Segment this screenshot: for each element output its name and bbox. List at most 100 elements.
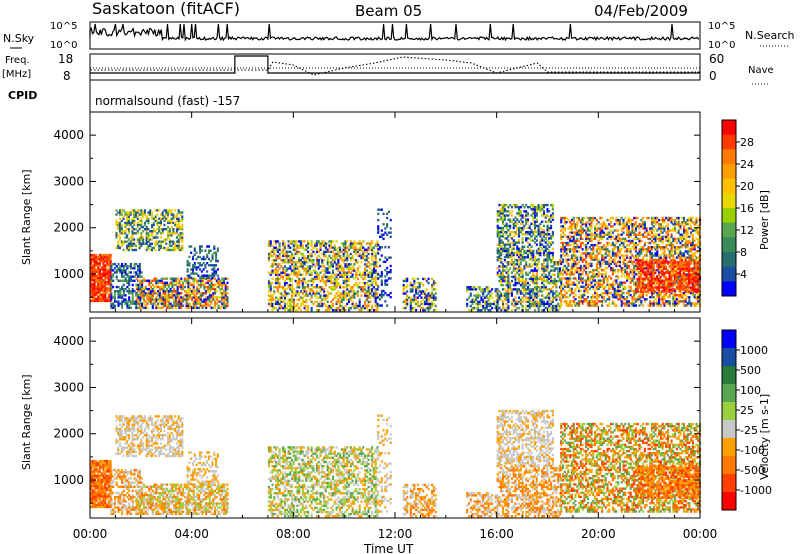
power-cell	[476, 292, 479, 295]
power-cell	[572, 237, 575, 241]
power-cell	[335, 292, 338, 295]
power-cell	[530, 294, 533, 297]
power-cell	[498, 245, 501, 248]
power-cell	[576, 262, 579, 266]
power-cell	[367, 290, 370, 293]
power-cell	[384, 260, 387, 263]
power-cell	[303, 290, 306, 293]
power-cell	[617, 229, 620, 232]
power-cell	[518, 251, 521, 255]
power-cell	[100, 255, 103, 259]
power-cell	[95, 289, 98, 292]
power-cell	[516, 271, 519, 274]
power-cell	[204, 266, 207, 269]
power-cell	[275, 296, 278, 299]
power-cell	[283, 290, 287, 293]
power-cell	[296, 304, 299, 308]
power-cell	[138, 244, 141, 248]
power-cell	[149, 290, 153, 293]
power-cell	[317, 273, 320, 276]
power-cell	[535, 208, 538, 211]
power-cell	[180, 287, 183, 291]
power-cell	[507, 286, 510, 289]
power-cell	[298, 306, 301, 310]
power-cell	[597, 221, 600, 224]
power-cell	[210, 300, 213, 303]
power-cell	[353, 283, 356, 287]
power-cell	[503, 255, 506, 259]
power-cell	[386, 258, 389, 261]
power-cell	[565, 266, 568, 270]
power-cell	[312, 292, 315, 295]
power-cell	[416, 304, 419, 308]
power-cell	[333, 273, 336, 276]
power-cell	[503, 203, 506, 207]
power-cell	[278, 277, 281, 281]
power-cell	[378, 208, 382, 211]
power-cell	[369, 290, 372, 293]
power-cell	[283, 269, 287, 272]
power-cell	[221, 298, 224, 301]
power-cell	[273, 271, 276, 274]
power-cell	[418, 283, 421, 287]
power-cell	[138, 300, 141, 303]
power-cell	[271, 281, 274, 285]
power-cell	[384, 256, 387, 259]
power-cell	[369, 267, 372, 270]
power-cell	[386, 223, 389, 226]
power-cell	[505, 249, 508, 253]
power-cell	[585, 225, 588, 228]
power-cell	[550, 288, 553, 291]
power-cell	[604, 233, 607, 236]
power-cell	[173, 277, 176, 280]
power-cell	[384, 268, 387, 272]
power-cell	[380, 273, 383, 276]
power-cell	[535, 214, 538, 217]
power-cell	[287, 267, 290, 270]
power-cell	[601, 296, 604, 299]
power-cell	[523, 294, 526, 297]
power-cell	[106, 299, 109, 303]
power-cell	[604, 285, 607, 288]
power-cell	[363, 263, 367, 266]
power-cell	[525, 237, 528, 240]
power-cell	[186, 268, 189, 271]
power-cell	[314, 300, 317, 304]
power-cell	[139, 279, 142, 282]
power-cell	[107, 253, 110, 257]
power-cell	[588, 239, 591, 243]
power-cell	[210, 279, 213, 282]
power-cell	[526, 296, 529, 299]
power-cell	[503, 237, 506, 240]
power-cell	[117, 246, 120, 250]
power-cell	[613, 229, 616, 232]
power-cell	[377, 229, 380, 232]
power-cell	[314, 294, 317, 297]
power-cell	[514, 243, 517, 246]
power-cell	[586, 233, 589, 236]
power-cell	[512, 222, 515, 226]
power-cell	[107, 264, 110, 267]
power-cell	[555, 290, 558, 293]
power-cell	[409, 296, 412, 299]
power-cell	[362, 306, 365, 310]
power-cell	[129, 242, 132, 245]
power-cell	[269, 273, 272, 276]
power-cell	[215, 257, 218, 261]
power-cell	[127, 248, 130, 252]
power-cell	[98, 262, 101, 265]
power-cell	[104, 255, 107, 259]
power-cell	[189, 290, 192, 293]
power-cell	[98, 268, 101, 271]
power-cell	[347, 277, 351, 281]
power-cell	[416, 277, 419, 281]
power-cell	[505, 306, 508, 310]
power-cell	[579, 273, 582, 276]
power-cell	[222, 296, 226, 299]
power-cell	[134, 211, 138, 214]
power-cell	[356, 286, 359, 289]
power-cell	[138, 219, 141, 223]
power-cell	[578, 287, 581, 291]
power-cell	[333, 296, 336, 299]
power-cell	[122, 269, 125, 272]
